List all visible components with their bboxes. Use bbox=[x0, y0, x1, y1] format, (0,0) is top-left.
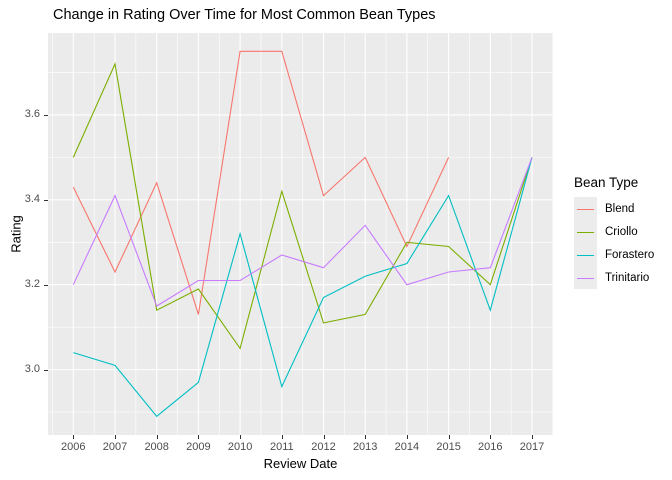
y-tick-mark bbox=[44, 114, 48, 116]
x-tick-mark bbox=[115, 435, 116, 439]
plot-area-svg bbox=[48, 33, 553, 435]
x-tick-label: 2009 bbox=[186, 441, 211, 453]
legend-key-line bbox=[577, 254, 594, 256]
plot-panel bbox=[48, 33, 553, 435]
y-tick-label: 3.0 bbox=[24, 363, 40, 376]
x-tick-label: 2006 bbox=[61, 441, 86, 453]
legend-item-criollo: Criollo bbox=[574, 220, 654, 243]
x-tick-label: 2012 bbox=[311, 441, 336, 453]
legend-key-swatch bbox=[574, 197, 597, 220]
legend-label: Criollo bbox=[605, 225, 638, 238]
x-tick-label: 2015 bbox=[436, 441, 461, 453]
x-tick-mark bbox=[240, 435, 242, 439]
x-tick-mark bbox=[532, 435, 533, 439]
y-tick-label: 3.4 bbox=[24, 193, 40, 206]
x-tick-label: 2008 bbox=[144, 441, 169, 453]
series-line-trinitario bbox=[72, 157, 533, 307]
legend-label: Trinitario bbox=[605, 271, 650, 284]
major-gridlines bbox=[48, 33, 553, 435]
x-tick-mark bbox=[156, 435, 158, 439]
legend-key-swatch bbox=[574, 266, 597, 289]
y-tick-label: 3.6 bbox=[24, 108, 40, 121]
minor-gridlines bbox=[48, 33, 553, 435]
x-tick-mark bbox=[448, 435, 450, 439]
legend-label: Forastero bbox=[605, 248, 655, 261]
y-tick-label: 3.2 bbox=[24, 278, 40, 291]
x-tick-mark bbox=[406, 435, 408, 439]
x-tick-label: 2011 bbox=[269, 441, 294, 453]
x-tick-label: 2017 bbox=[519, 441, 545, 453]
series-line-blend bbox=[72, 50, 450, 315]
legend-item-trinitario: Trinitario bbox=[574, 266, 654, 289]
x-tick-mark bbox=[281, 435, 283, 439]
x-tick-label: 2014 bbox=[394, 441, 420, 453]
legend-key-line bbox=[577, 277, 594, 279]
x-tick-mark bbox=[490, 435, 492, 439]
x-tick-mark bbox=[73, 435, 75, 439]
x-tick-mark bbox=[323, 435, 325, 439]
x-tick-label: 2013 bbox=[352, 441, 378, 453]
legend-key-swatch bbox=[574, 243, 597, 266]
y-tick-mark bbox=[44, 284, 48, 286]
legend-key-line bbox=[577, 231, 594, 233]
x-tick-label: 2016 bbox=[478, 441, 503, 453]
x-tick-label: 2007 bbox=[102, 441, 128, 453]
legend-item-blend: Blend bbox=[574, 197, 654, 220]
y-tick-mark bbox=[44, 369, 48, 371]
legend-key-line bbox=[577, 208, 594, 210]
x-tick-mark bbox=[365, 435, 367, 439]
x-tick-label: 2010 bbox=[227, 441, 253, 453]
series-line-criollo bbox=[72, 62, 533, 350]
x-axis-title: Review Date bbox=[263, 456, 338, 471]
y-axis-title: Rating bbox=[8, 215, 24, 253]
legend-label: Blend bbox=[605, 202, 635, 215]
y-tick-mark bbox=[44, 199, 48, 201]
legend: Bean Type Blend Criollo Forastero Trinitari… bbox=[574, 175, 654, 289]
legend-title: Bean Type bbox=[574, 175, 639, 190]
legend-key-swatch bbox=[574, 220, 597, 243]
chart-title: Change in Rating Over Time for Most Comm… bbox=[53, 7, 436, 23]
legend-item-forastero: Forastero bbox=[574, 243, 654, 266]
series-line-forastero bbox=[73, 157, 533, 418]
x-tick-mark bbox=[198, 435, 200, 439]
